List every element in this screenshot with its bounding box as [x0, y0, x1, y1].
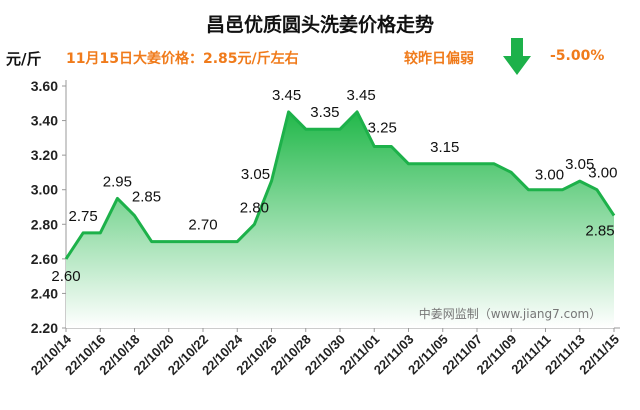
- y-tick-label: 2.80: [31, 216, 58, 232]
- y-tick-label: 2.60: [31, 251, 58, 267]
- y-tick-label: 3.20: [31, 147, 58, 163]
- change-percent: -5.00%: [550, 48, 605, 64]
- price-summary: 11月15日大姜价格：2.85元/斤左右: [66, 51, 299, 67]
- data-label: 3.45: [272, 87, 301, 104]
- price-area-fill: [66, 111, 614, 329]
- data-label: 3.05: [241, 166, 270, 183]
- data-labels: 2.602.752.952.852.702.803.053.453.353.45…: [51, 87, 617, 285]
- down-arrow-icon: [503, 38, 531, 75]
- data-label: 3.35: [310, 104, 339, 121]
- data-label: 3.15: [430, 139, 459, 156]
- data-label: 3.45: [347, 87, 376, 104]
- trend-text: 较昨日偏弱: [404, 51, 474, 67]
- data-label: 2.70: [188, 217, 217, 234]
- x-axis: 22/10/1422/10/1622/10/1822/10/2022/10/22…: [28, 327, 622, 378]
- price-series-line: [64, 110, 616, 260]
- y-tick-label: 2.20: [31, 320, 58, 336]
- data-label: 2.95: [103, 173, 132, 190]
- y-axis-unit: 元/斤: [6, 50, 42, 68]
- y-tick-label: 3.00: [31, 182, 58, 198]
- data-label: 2.80: [240, 199, 269, 216]
- data-label: 2.85: [585, 223, 614, 240]
- data-label: 2.75: [69, 208, 98, 225]
- data-label: 2.60: [51, 268, 80, 285]
- watermark: 中姜网监制（www.jiang7.com）: [419, 306, 601, 321]
- data-label: 2.85: [132, 189, 161, 206]
- data-label: 3.00: [588, 165, 617, 182]
- data-label: 3.00: [535, 167, 564, 184]
- chart-title: 昌邑优质圆头洗姜价格走势: [205, 14, 434, 36]
- data-label: 3.05: [565, 156, 594, 173]
- y-tick-label: 3.60: [31, 78, 58, 94]
- y-tick-label: 3.40: [31, 113, 58, 129]
- data-label: 3.25: [368, 120, 397, 137]
- y-axis: 3.60 3.40 3.20 3.00 2.80 2.60 2.40 2.20: [31, 78, 67, 336]
- y-tick-label: 2.40: [31, 285, 58, 301]
